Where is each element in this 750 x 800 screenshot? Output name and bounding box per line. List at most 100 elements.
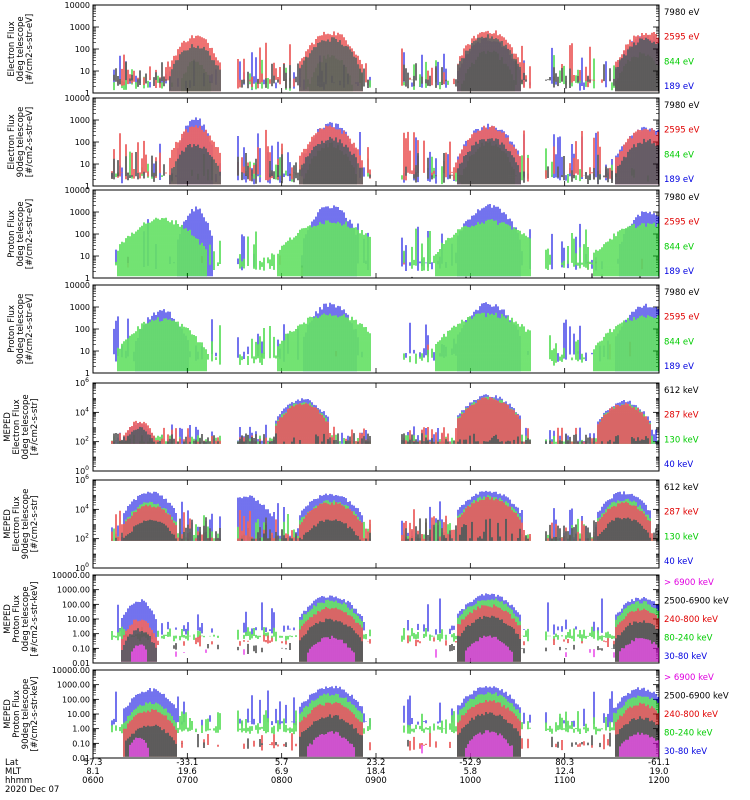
legend-entry: 130 keV [664,435,699,445]
y-axis-label: 90deg telescope [21,679,31,750]
x-tick-hhmm: 0800 [271,776,293,786]
y-tick-label: 1000.00 [57,681,90,690]
panel-p7: 0.01 0.10 1.00 10.00 100.00 1000.00 10000.00 ME… [3,571,729,668]
legend-entry: 189 eV [664,175,694,185]
y-tick-label: 10000.00 [52,571,90,580]
x-tick-mlt: 19.6 [178,767,197,777]
y-axis-label: [#/cm2-s-str] [30,496,40,553]
legend-entry: > 6900 keV [664,673,714,683]
x-tick-lat: -33.1 [176,758,198,768]
series-bars [301,265,641,278]
x-row-label: hhmm [5,776,32,786]
y-axis-label: [#/cm2-s-str] [30,399,40,456]
legend-entry: 612 keV [664,386,699,396]
x-tick-hhmm: 0700 [177,776,199,786]
y-tick-label: 106 [75,474,89,485]
y-tick-label: 106 [75,377,89,388]
series-bars [117,30,659,92]
y-tick-label: 100.00 [62,695,90,704]
y-tick-label: 1 [85,274,90,283]
x-tick-mlt: 8.1 [86,767,100,777]
series-2595-ev [117,30,659,92]
legend-entry: 240-800 keV [664,710,718,720]
y-axis-label: MEPED [3,509,13,539]
series-7980-ev [301,265,641,278]
y-tick-base: 10 [75,467,85,476]
y-axis-label: [#/cm2-s-str-keV] [30,677,40,752]
series-30-80-kev [111,685,659,757]
panel-p4: 1 10 100 1000 10000 Proton Flux 90deg telescop… [7,281,700,378]
legend-entry: 7980 eV [664,8,700,18]
y-tick-label: 1 [85,182,90,191]
legend-entry: 2500-6900 keV [664,597,729,607]
y-tick-label: 10000.00 [52,666,90,675]
legend-entry: 30-80 keV [664,652,707,662]
y-tick-base: 10 [75,379,85,388]
y-tick-exponent: 2 [85,533,89,540]
y-tick-label: 10000 [65,94,90,103]
series-80-240-kev [111,692,659,757]
y-tick-label: 1000 [70,208,90,217]
y-tick-base: 10 [75,408,85,417]
legend-entry: 287 keV [664,508,699,518]
y-axis-label: MEPED [3,604,13,634]
y-tick-label: 1 [85,89,90,98]
legend-entry: 287 keV [664,411,699,421]
y-tick-base: 10 [75,535,85,544]
series-287-kev [111,396,651,444]
legend-entry: 844 eV [664,150,694,160]
y-axis-label: MEPED [3,412,13,442]
y-tick-label: 10000 [65,186,90,195]
series-189-ev [115,204,659,277]
series-bars [113,34,659,92]
y-axis-label: 0deg telescope [21,394,31,459]
y-tick-label: 1000 [70,23,90,32]
y-axis-label: [#/cm2-s-str-eV] [25,294,35,364]
y-tick-label: 10 [80,160,90,169]
y-axis-label: Electron Flux [7,114,17,169]
legend-entry: 2500-6900 keV [664,692,729,702]
y-axis-label: Electron Flux [12,399,22,454]
series-bars [111,685,659,757]
series-bars [111,136,659,185]
y-axis-label: 90deg telescope [16,107,26,178]
y-tick-label: 0.10 [72,739,90,748]
y-tick-exponent: 6 [85,377,89,384]
y-axis-label: 90deg telescope [16,294,26,365]
series-bars [115,517,659,541]
y-tick-label: 1.00 [72,725,90,734]
panel-p8: 0.01 0.10 1.00 10.00 100.00 1000.00 10000.00 ME… [3,666,729,763]
legend-entry: 240-800 keV [664,615,718,625]
y-axis-label: [#/cm2-s-str-eV] [25,107,35,177]
y-tick-base: 10 [75,476,85,485]
y-tick-label: 100 [75,45,90,54]
y-axis-label: MEPED [3,699,13,729]
y-axis-label: 90deg telescope [21,489,31,560]
x-tick-hhmm: 1000 [460,776,482,786]
y-tick-exponent: 6 [85,474,89,481]
y-tick-label: 10.00 [67,615,90,624]
panel-frame [92,574,660,664]
y-tick-label: 0.10 [72,644,90,653]
legend-entry: 844 eV [664,242,694,252]
legend-entry: 30-80 keV [664,747,707,757]
series-bars [115,204,659,277]
y-tick-label: 1000 [70,303,90,312]
y-axis-label: [#/cm2-s-str-eV] [25,199,35,269]
series--6900-kev [131,635,659,662]
y-tick-label: 1 [85,369,90,378]
y-axis-label: Electron Flux [7,21,17,76]
y-tick-exponent: 4 [85,503,89,510]
y-axis-label: Proton Flux [12,595,22,643]
y-tick-label: 100 [75,138,90,147]
y-axis-label: [#/cm2-s-str-eV] [25,14,35,84]
y-tick-label: 102 [75,436,89,447]
y-tick-label: 10 [80,252,90,261]
y-tick-label: 1000 [70,116,90,125]
x-tick-mlt: 12.4 [555,767,574,777]
panel-p3: 1 10 100 1000 10000 Proton Flux 0deg telescope… [7,186,700,283]
y-tick-label: 1000.00 [57,586,90,595]
